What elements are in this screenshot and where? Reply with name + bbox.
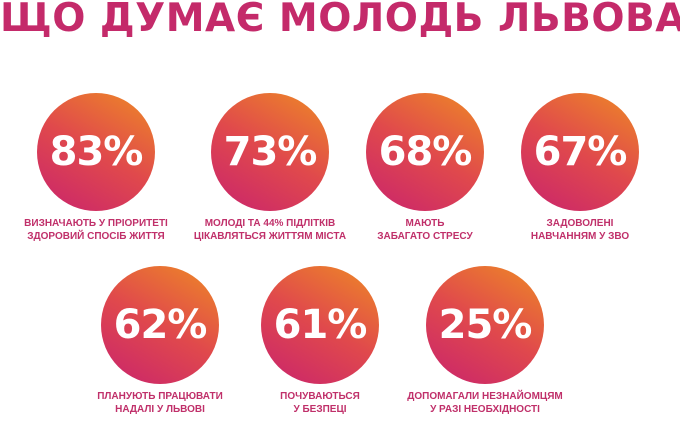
stat-caption: ДОПОМАГАЛИ НЕЗНАЙОМЦЯМ У РАЗІ НЕОБХІДНОСТ… <box>390 390 580 416</box>
stat-circle: 61% <box>261 266 379 384</box>
stat-circle: 73% <box>211 93 329 211</box>
stat-caption: ПЛАНУЮТЬ ПРАЦЮВАТИ НАДАЛІ У ЛЬВОВІ <box>65 390 255 416</box>
caption-line: ЗДОРОВИЙ СПОСІБ ЖИТТЯ <box>27 231 165 242</box>
stat-caption: МОЛОДІ ТА 44% ПІДЛІТКІВ ЦІКАВЛЯТЬСЯ ЖИТТЯ… <box>175 217 365 243</box>
stat-circle: 25% <box>426 266 544 384</box>
stat-value: 25% <box>438 302 533 348</box>
caption-line: НАДАЛІ У ЛЬВОВІ <box>115 404 205 415</box>
stat-item: 83% ВИЗНАЧАЮТЬ У ПРІОРИТЕТІ ЗДОРОВИЙ СПОС… <box>1 93 191 243</box>
caption-line: ВИЗНАЧАЮТЬ У ПРІОРИТЕТІ <box>24 218 168 229</box>
caption-line: У БЕЗПЕЦІ <box>293 404 347 415</box>
stat-item: 61% ПОЧУВАЮТЬСЯ У БЕЗПЕЦІ <box>225 266 415 416</box>
stat-caption: ЗАДОВОЛЕНІ НАВЧАННЯМ У ЗВО <box>485 217 675 243</box>
stat-value: 67% <box>533 129 628 175</box>
stat-item: 73% МОЛОДІ ТА 44% ПІДЛІТКІВ ЦІКАВЛЯТЬСЯ Ж… <box>175 93 365 243</box>
stat-caption: ВИЗНАЧАЮТЬ У ПРІОРИТЕТІ ЗДОРОВИЙ СПОСІБ Ж… <box>1 217 191 243</box>
page-title: ЩО ДУМАЄ МОЛОДЬ ЛЬВОВА? <box>0 0 680 41</box>
caption-line: ЦІКАВЛЯТЬСЯ ЖИТТЯМ МІСТА <box>193 231 347 242</box>
stat-circle: 62% <box>101 266 219 384</box>
caption-line: ЗАДОВОЛЕНІ <box>546 218 614 229</box>
stat-item: 67% ЗАДОВОЛЕНІ НАВЧАННЯМ У ЗВО <box>485 93 675 243</box>
stat-item: 68% МАЮТЬ ЗАБАГАТО СТРЕСУ <box>330 93 520 243</box>
stat-value: 61% <box>273 302 368 348</box>
caption-line: ДОПОМАГАЛИ НЕЗНАЙОМЦЯМ <box>407 391 563 402</box>
caption-line: МОЛОДІ ТА 44% ПІДЛІТКІВ <box>204 218 336 229</box>
stat-value: 62% <box>113 302 208 348</box>
stat-value: 83% <box>49 129 144 175</box>
caption-line: НАВЧАННЯМ У ЗВО <box>530 231 630 242</box>
caption-line: ПОЧУВАЮТЬСЯ <box>280 391 360 402</box>
stat-item: 25% ДОПОМАГАЛИ НЕЗНАЙОМЦЯМ У РАЗІ НЕОБХІД… <box>390 266 580 416</box>
stat-circle: 83% <box>37 93 155 211</box>
stat-item: 62% ПЛАНУЮТЬ ПРАЦЮВАТИ НАДАЛІ У ЛЬВОВІ <box>65 266 255 416</box>
caption-line: ПЛАНУЮТЬ ПРАЦЮВАТИ <box>97 391 223 402</box>
stat-caption: ПОЧУВАЮТЬСЯ У БЕЗПЕЦІ <box>225 390 415 416</box>
stat-value: 68% <box>378 129 473 175</box>
caption-line: МАЮТЬ <box>405 218 445 229</box>
stat-value: 73% <box>223 129 318 175</box>
caption-line: У РАЗІ НЕОБХІДНОСТІ <box>430 404 540 415</box>
stat-circle: 68% <box>366 93 484 211</box>
stat-circle: 67% <box>521 93 639 211</box>
stat-caption: МАЮТЬ ЗАБАГАТО СТРЕСУ <box>330 217 520 243</box>
caption-line: ЗАБАГАТО СТРЕСУ <box>377 231 473 242</box>
